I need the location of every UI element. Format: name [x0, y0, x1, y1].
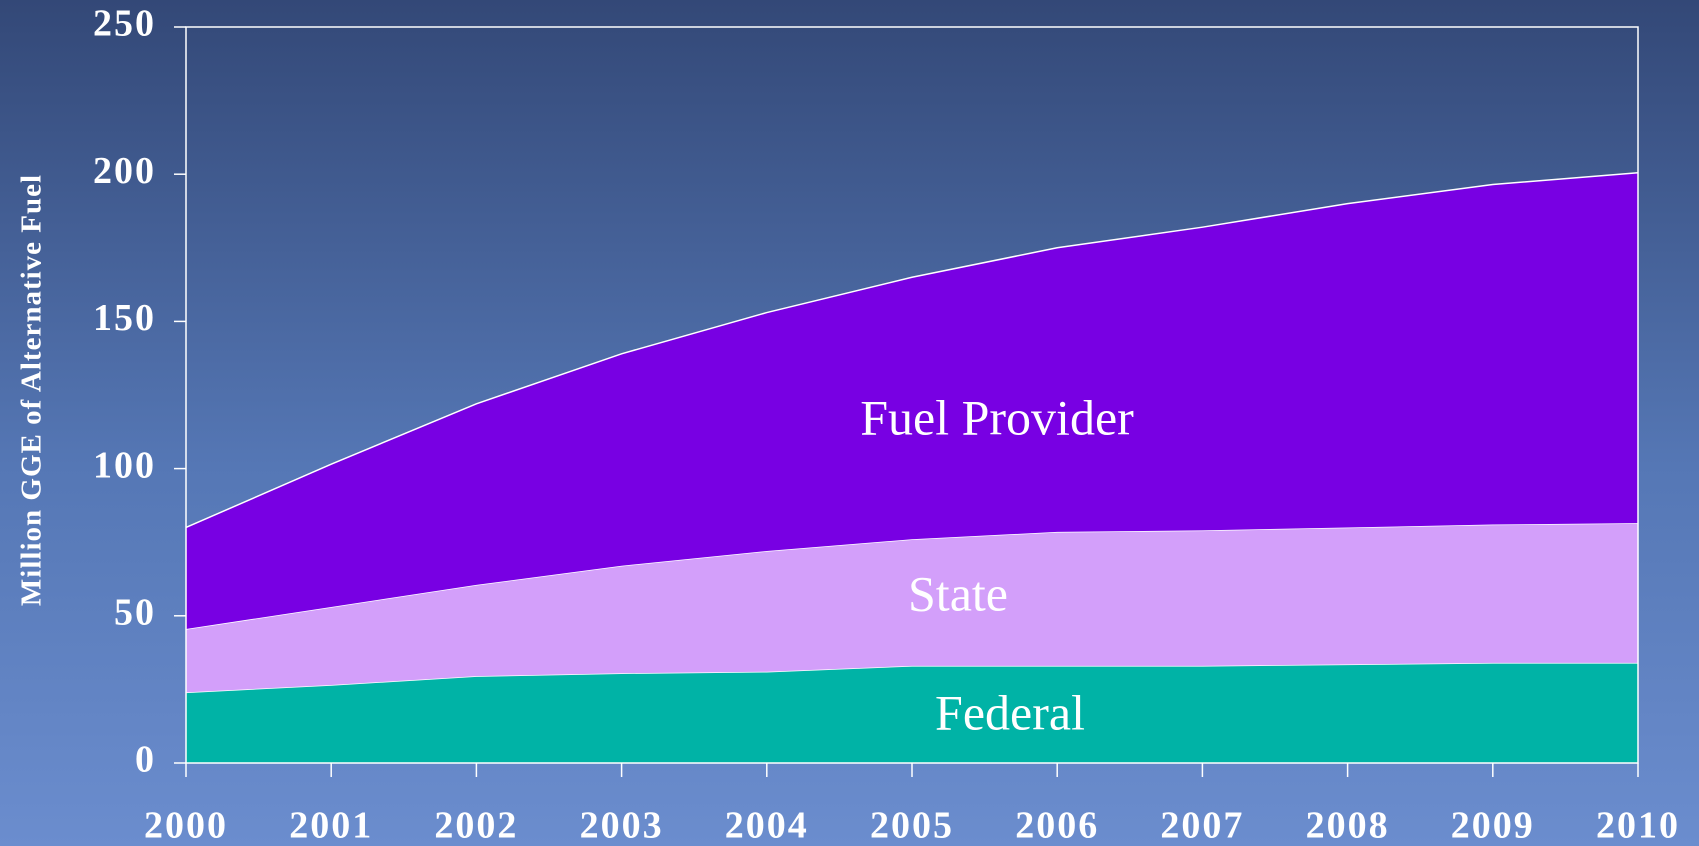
x-tick-label: 2002	[434, 805, 518, 846]
y-tick-label: 50	[114, 592, 156, 634]
x-tick-label: 2004	[725, 805, 809, 846]
series-label: Fuel Provider	[860, 389, 1134, 445]
y-tick-label: 200	[93, 150, 156, 192]
area	[186, 523, 1638, 693]
y-tick-label: 100	[93, 444, 156, 486]
y-tick-label: 150	[93, 297, 156, 339]
x-tick-label: 2010	[1596, 805, 1680, 846]
x-tick-label: 2007	[1160, 805, 1244, 846]
x-tick-label: 2001	[289, 805, 373, 846]
y-tick-label: 0	[135, 739, 156, 781]
x-tick-label: 2005	[870, 805, 954, 846]
series-label: Federal	[935, 684, 1085, 740]
area-edge	[185, 171, 1639, 529]
x-tick-label: 2006	[1015, 805, 1099, 846]
area	[186, 662, 1638, 763]
x-tick-label: 2008	[1306, 805, 1390, 846]
y-tick-label: 250	[93, 3, 156, 45]
series-label: State	[908, 565, 1008, 621]
y-axis-label: Million GGE of Alternative Fuel	[16, 174, 48, 606]
x-tick-label: 2009	[1451, 805, 1535, 846]
x-tick-label: 2000	[144, 805, 228, 846]
area	[186, 172, 1638, 630]
x-tick-label: 2003	[580, 805, 664, 846]
